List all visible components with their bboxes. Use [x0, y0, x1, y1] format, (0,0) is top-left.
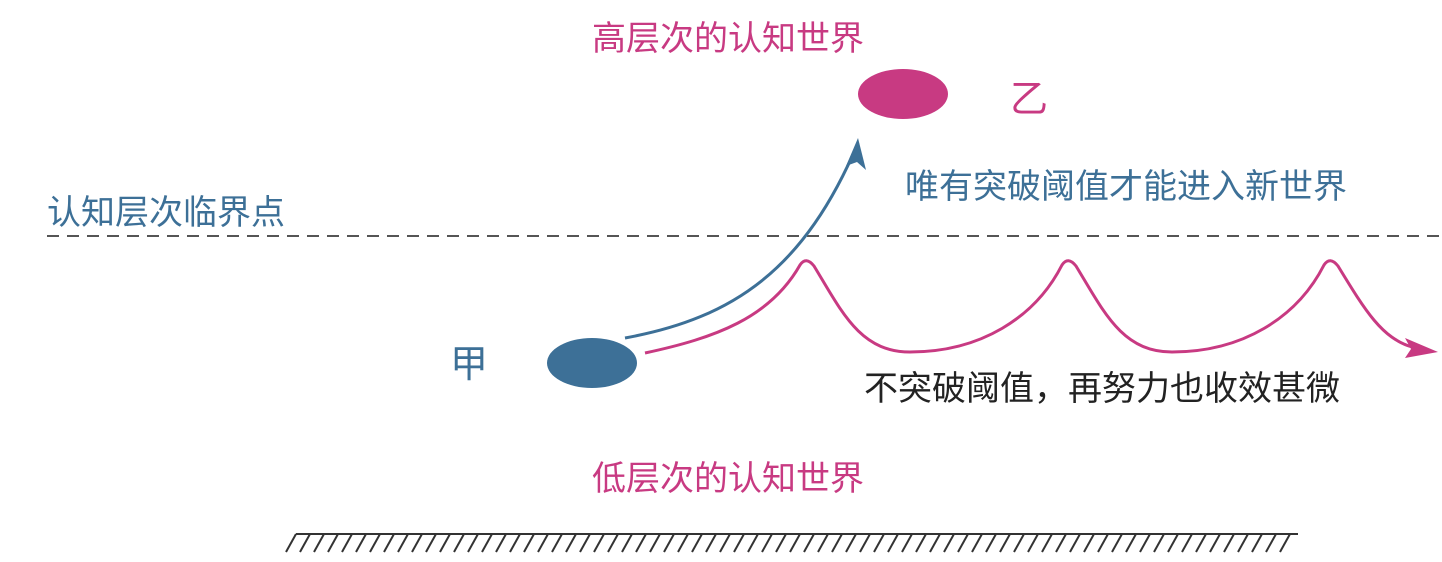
ground-hatch-mark: [607, 533, 619, 553]
ground-hatch-mark: [1209, 533, 1221, 553]
effort-note-label: 不突破阈值，再努力也收效甚微: [864, 369, 1340, 409]
ground-hatch-mark: [425, 533, 437, 553]
ground-hatch-mark: [943, 533, 955, 553]
breakthrough-arrowhead: [846, 138, 866, 170]
ground-hatch-mark: [1139, 533, 1151, 553]
ground-hatch-mark: [1251, 533, 1263, 553]
ground-hatch-mark: [593, 533, 605, 553]
ground-hatch-mark: [551, 533, 563, 553]
ground-hatch-mark: [481, 533, 493, 553]
critical-point-label: 认知层次临界点: [47, 193, 285, 233]
effort-wave-arrowhead: [1405, 338, 1438, 358]
ground-hatch-mark: [313, 533, 325, 553]
ground-hatch-mark: [733, 533, 745, 553]
ground-hatch-mark: [789, 533, 801, 553]
ground-hatch-mark: [439, 533, 451, 553]
ground-hatch-mark: [929, 533, 941, 553]
ground-hatch-mark: [719, 533, 731, 553]
ground-hatch-mark: [565, 533, 577, 553]
node-a-label: 甲: [450, 342, 489, 386]
ground-hatch-mark: [1041, 533, 1053, 553]
breakthrough-arrow: [624, 142, 860, 340]
node-a-ellipse: [547, 338, 637, 388]
node-b-label: 乙: [1010, 77, 1049, 121]
ground-hatch-mark: [621, 533, 633, 553]
ground-hatch-mark: [1237, 533, 1249, 553]
ground-hatch-mark: [299, 533, 311, 553]
ground-hatch-mark: [1069, 533, 1081, 553]
ground-hatch-mark: [957, 533, 969, 553]
ground-hatch-mark: [1153, 533, 1165, 553]
ground-hatch-mark: [971, 533, 983, 553]
ground-hatch-mark: [803, 533, 815, 553]
ground-hatch-mark: [999, 533, 1011, 553]
ground-hatch-mark: [1083, 533, 1095, 553]
ground-hatch-mark: [1013, 533, 1025, 553]
ground-hatch-mark: [1181, 533, 1193, 553]
ground-hatch-mark: [579, 533, 591, 553]
breakthrough-note-label: 唯有突破阈值才能进入新世界: [905, 167, 1347, 207]
ground-hatch-mark: [1195, 533, 1207, 553]
ground-hatch-mark: [1055, 533, 1067, 553]
ground-hatch-mark: [453, 533, 465, 553]
ground-hatch: [285, 533, 1298, 553]
ground-hatch-mark: [817, 533, 829, 553]
ground-hatch-mark: [635, 533, 647, 553]
ground-hatch-mark: [649, 533, 661, 553]
ground-hatch-mark: [1223, 533, 1235, 553]
ground-hatch-mark: [397, 533, 409, 553]
low-world-label: 低层次的认知世界: [592, 459, 864, 499]
ground-hatch-mark: [705, 533, 717, 553]
effort-wave-curve: [644, 259, 1413, 355]
ground-hatch-mark: [1097, 533, 1109, 553]
ground-hatch-mark: [677, 533, 689, 553]
ground-hatch-mark: [985, 533, 997, 553]
ground-hatch-mark: [1111, 533, 1123, 553]
ground-hatch-mark: [747, 533, 759, 553]
ground-hatch-mark: [467, 533, 479, 553]
ground-hatch-mark: [355, 533, 367, 553]
ground-hatch-mark: [523, 533, 535, 553]
ground-hatch-mark: [285, 533, 297, 553]
ground-hatch-mark: [845, 533, 857, 553]
ground-hatch-mark: [1265, 533, 1277, 553]
ground-hatch-mark: [873, 533, 885, 553]
ground-hatch-mark: [383, 533, 395, 553]
ground-hatch-mark: [831, 533, 843, 553]
ground-hatch-mark: [495, 533, 507, 553]
ground-hatch-mark: [1125, 533, 1137, 553]
ground-hatch-mark: [915, 533, 927, 553]
ground-hatch-mark: [1279, 533, 1291, 553]
ground-hatch-mark: [901, 533, 913, 553]
ground-hatch-mark: [1027, 533, 1039, 553]
ground-hatch-mark: [775, 533, 787, 553]
ground-hatch-mark: [341, 533, 353, 553]
ground-hatch-mark: [887, 533, 899, 553]
ground-hatch-mark: [509, 533, 521, 553]
high-world-label: 高层次的认知世界: [592, 19, 864, 59]
ground-hatch-mark: [411, 533, 423, 553]
ground-hatch-mark: [761, 533, 773, 553]
ground-hatch-mark: [1167, 533, 1179, 553]
ground-hatch-mark: [369, 533, 381, 553]
ground-hatch-mark: [537, 533, 549, 553]
ground-hatch-mark: [859, 533, 871, 553]
node-b-ellipse: [858, 69, 948, 119]
ground-hatch-mark: [691, 533, 703, 553]
ground-hatch-mark: [327, 533, 339, 553]
ground-hatch-mark: [663, 533, 675, 553]
